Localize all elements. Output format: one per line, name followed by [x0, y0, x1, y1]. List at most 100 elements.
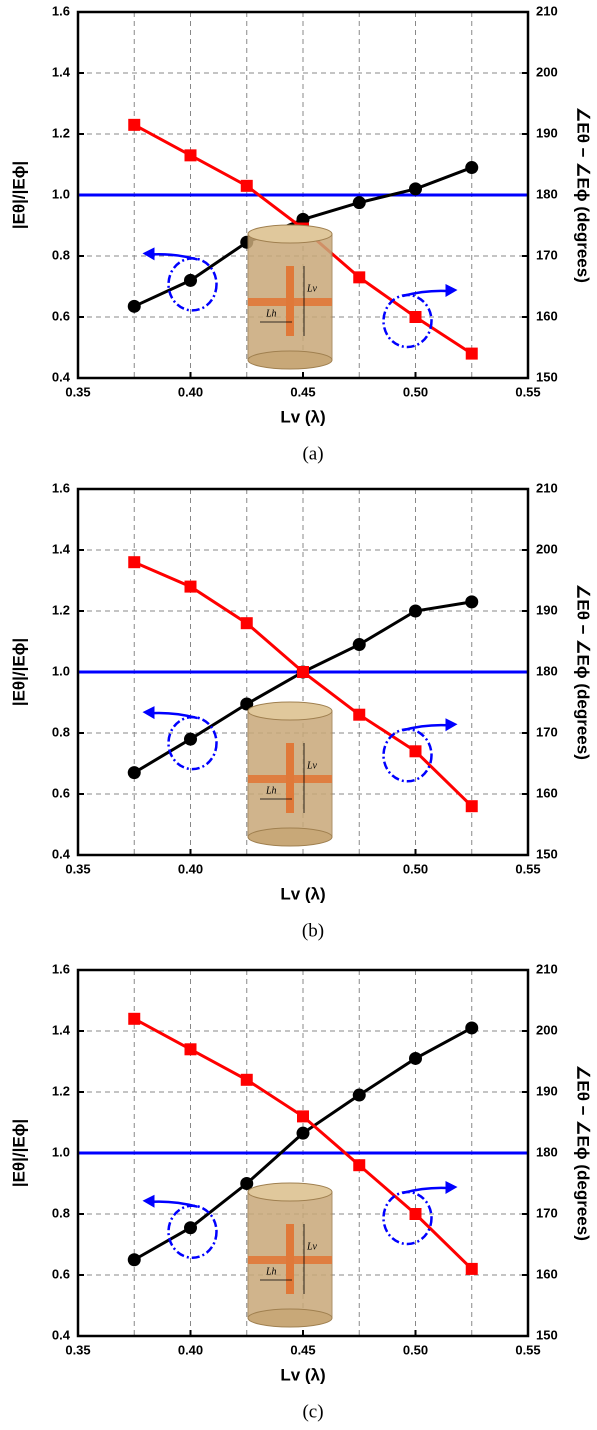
marker — [465, 1021, 478, 1034]
y2-tick-label: 150 — [536, 1327, 558, 1342]
marker — [353, 1159, 365, 1171]
y2-tick-label: 190 — [536, 602, 558, 617]
y-axis-label: |Eθ|/|Eϕ| — [9, 638, 28, 706]
y2-tick-label: 210 — [536, 480, 558, 495]
x-tick-label: 0.35 — [65, 861, 90, 876]
annotation-arrow — [153, 713, 198, 718]
inset-label: Lv — [306, 1241, 318, 1252]
cylinder-bottom — [248, 351, 332, 369]
marker — [241, 180, 253, 192]
annotation-arrow — [403, 1188, 448, 1193]
cylinder-top — [248, 702, 332, 720]
annotation-ellipse — [384, 1192, 432, 1244]
y-tick-label: 1.2 — [52, 1083, 70, 1098]
x-tick-label: 0.40 — [178, 384, 203, 399]
strip-v — [286, 1224, 294, 1294]
arrow-head — [446, 718, 458, 731]
y2-tick-label: 180 — [536, 186, 558, 201]
y2-tick-label: 180 — [536, 1144, 558, 1159]
marker — [410, 745, 422, 757]
y-tick-label: 1.6 — [52, 480, 70, 495]
y2-axis-label: ∠Eθ − ∠Eϕ (degrees) — [574, 584, 593, 760]
y-axis-label: |Eθ|/|Eϕ| — [9, 161, 28, 229]
caption: (c) — [302, 1401, 323, 1422]
y-tick-label: 0.4 — [52, 846, 71, 861]
x-tick-label: 0.55 — [515, 1342, 540, 1357]
y-tick-label: 1.6 — [52, 961, 70, 976]
y2-tick-label: 150 — [536, 846, 558, 861]
inset-label: Lh — [265, 308, 277, 319]
marker — [128, 766, 141, 779]
x-tick-label: 0.45 — [290, 384, 315, 399]
y-tick-label: 0.6 — [52, 785, 70, 800]
x-axis-label: Lv (λ) — [280, 1365, 325, 1384]
y-tick-label: 1.2 — [52, 125, 70, 140]
marker — [353, 271, 365, 283]
marker — [184, 274, 197, 287]
annotation-arrow — [403, 291, 448, 296]
x-tick-label: 0.40 — [178, 861, 203, 876]
marker — [297, 1110, 309, 1122]
y2-tick-label: 170 — [536, 247, 558, 262]
y-tick-label: 1.4 — [52, 1022, 71, 1037]
y2-tick-label: 160 — [536, 308, 558, 323]
y-tick-label: 1.0 — [52, 1144, 70, 1159]
x-axis-label: Lv (λ) — [280, 407, 325, 426]
y2-tick-label: 210 — [536, 3, 558, 18]
y2-tick-label: 200 — [536, 541, 558, 556]
y-tick-label: 1.4 — [52, 541, 71, 556]
marker — [185, 1043, 197, 1055]
marker — [409, 182, 422, 195]
y2-tick-label: 170 — [536, 1205, 558, 1220]
arrow-head — [143, 1195, 155, 1208]
y-axis-label: |Eθ|/|Eϕ| — [9, 1119, 28, 1187]
y-tick-label: 1.2 — [52, 602, 70, 617]
annotation-arrow — [403, 725, 448, 730]
marker — [128, 1253, 141, 1266]
marker — [465, 595, 478, 608]
marker — [128, 300, 141, 313]
y-tick-label: 1.0 — [52, 663, 70, 678]
strip-v — [286, 743, 294, 813]
x-tick-label: 0.55 — [515, 384, 540, 399]
y-tick-label: 1.0 — [52, 186, 70, 201]
marker — [409, 1052, 422, 1065]
marker — [185, 581, 197, 593]
x-tick-label: 0.50 — [403, 1342, 428, 1357]
y2-tick-label: 170 — [536, 724, 558, 739]
caption: (a) — [302, 443, 323, 464]
marker — [128, 1013, 140, 1025]
marker — [184, 733, 197, 746]
inset: Lv Lh — [248, 1183, 332, 1327]
inset-label: Lh — [265, 1266, 277, 1277]
y-tick-label: 1.6 — [52, 3, 70, 18]
chart-panel: 0.40.60.81.01.21.41.61501601701801902002… — [9, 961, 592, 1422]
inset-label: Lv — [306, 760, 318, 771]
marker — [353, 1089, 366, 1102]
arrow-head — [143, 706, 155, 719]
marker — [241, 1074, 253, 1086]
arrow-head — [446, 284, 458, 297]
marker — [353, 638, 366, 651]
x-tick-label: 0.40 — [178, 1342, 203, 1357]
y-tick-label: 0.8 — [52, 1205, 70, 1220]
marker — [353, 196, 366, 209]
caption: (b) — [302, 920, 324, 941]
x-tick-label: 0.35 — [65, 1342, 90, 1357]
cylinder-top — [248, 225, 332, 243]
figure: 0.4 0.6 0.8 1.0 1.2 1.4 1.6 150 160 170 180 190 200 2… — [0, 0, 597, 1430]
x-tick-label: 0.55 — [515, 861, 540, 876]
marker — [241, 617, 253, 629]
y-tick-label: 0.4 — [52, 369, 71, 384]
y2-axis-label: ∠Eθ − ∠Eϕ (degrees) — [574, 107, 593, 283]
y2-tick-label: 180 — [536, 663, 558, 678]
x-tick-label: 0.45 — [290, 1342, 315, 1357]
chart-panel: 0.40.60.81.01.21.41.61501601701801902002… — [9, 480, 592, 941]
marker — [128, 556, 140, 568]
marker — [409, 605, 422, 618]
arrow-head — [143, 247, 155, 260]
arrow-head — [446, 1181, 458, 1194]
cylinder-bottom — [248, 1309, 332, 1327]
inset-label: Lh — [265, 785, 277, 796]
x-tick-label: 0.50 — [403, 861, 428, 876]
